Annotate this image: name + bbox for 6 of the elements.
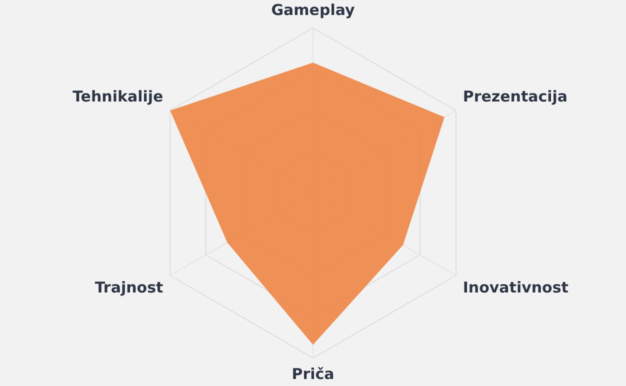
spoke-label: Gameplay — [271, 0, 355, 19]
spoke-label: Tehnikalije — [72, 87, 164, 106]
spoke-label: Priča — [292, 364, 334, 383]
spoke-label: Inovativnost — [462, 278, 568, 296]
spoke-label: Trajnost — [94, 278, 164, 296]
spoke-label: Prezentacija — [462, 87, 568, 106]
